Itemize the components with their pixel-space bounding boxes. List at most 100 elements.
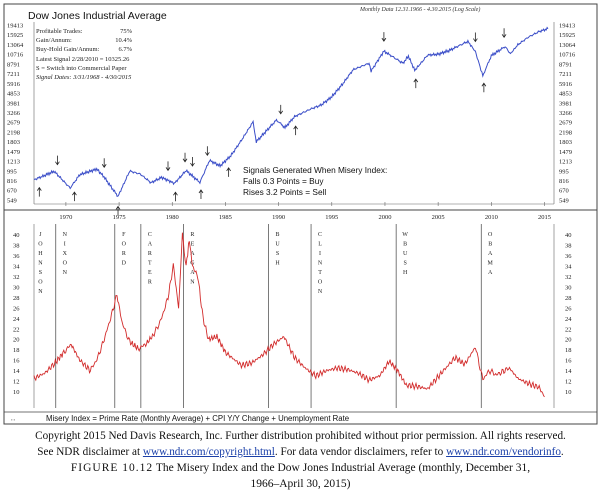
djia-y-tick-right: 5916 [559, 81, 573, 88]
stat-signal-dates: Signal Dates: 3/31/1968 - 4/30/2015 [36, 74, 132, 81]
sell-arrow [190, 157, 195, 167]
president-letter: D [122, 261, 127, 267]
president-letter: F [122, 232, 126, 238]
misery-y-tick-left: 24 [13, 316, 20, 323]
president-letter: X [63, 251, 68, 257]
stat-gain-label: Gain/Annum: [36, 37, 72, 44]
year-tick-label: 2010 [485, 214, 498, 221]
president-letter: T [318, 270, 322, 276]
president-letter: J [39, 232, 42, 238]
djia-y-tick-right: 4853 [559, 91, 572, 98]
president-letter: N [318, 289, 323, 295]
president-letter: O [38, 280, 43, 286]
disclaimer-text: See NDR disclaimer at www.ndr.com/copyri… [0, 446, 601, 458]
djia-y-tick-left: 8791 [7, 61, 20, 68]
president-letter: U [403, 251, 408, 257]
scale-note: Monthly Data 12.31.1966 - 4.30.2015 (Log… [359, 6, 480, 13]
legend-key: ▪▫▪ [11, 417, 16, 422]
president-letter: H [403, 270, 408, 276]
buy-arrow [173, 191, 178, 202]
djia-y-axis-left: 19413 15925 13064 10716 8791 7211 5916 4853 3981… [7, 22, 35, 205]
president-letter: C [148, 232, 152, 238]
president-letter: B [488, 242, 492, 248]
disclaimer-end: . [560, 446, 564, 458]
buy-arrow [115, 205, 121, 216]
buy-arrow [481, 82, 487, 93]
djia-y-tick-left: 2679 [7, 120, 20, 127]
djia-y-tick-right: 549 [559, 198, 569, 205]
year-tick-label: 1990 [272, 214, 285, 221]
djia-line [33, 26, 549, 198]
president-letter: O [63, 261, 68, 267]
buy-arrow [198, 189, 204, 200]
sell-arrow [278, 104, 284, 115]
djia-y-tick-left: 5916 [7, 81, 21, 88]
vendor-link[interactable]: www.ndr.com/vendorinfo [446, 446, 561, 458]
president-letter: A [488, 251, 493, 257]
djia-y-tick-right: 3266 [559, 110, 573, 117]
disclaimer-pre: See NDR disclaimer at [37, 446, 143, 458]
president-letter: N [190, 280, 195, 286]
president-letter: S [39, 270, 42, 276]
president-letter: A [190, 270, 195, 276]
misery-y-tick-left: 18 [13, 347, 20, 354]
president-letter: R [122, 251, 126, 257]
djia-y-tick-left: 1803 [7, 139, 20, 146]
president-letter: T [148, 261, 152, 267]
djia-y-tick-right: 19413 [559, 23, 575, 30]
misery-y-tick-right: 32 [565, 274, 572, 281]
buy-arrow [413, 78, 419, 89]
misery-y-tick-left: 28 [13, 295, 20, 302]
djia-y-tick-left: 670 [7, 188, 17, 195]
misery-y-axis-right: 40 38 36 34 32 30 28 26 24 22 20 18 16 14 12 10 [553, 224, 572, 408]
year-tick-label: 1970 [59, 214, 72, 221]
sell-arrow [205, 146, 210, 157]
president-letter: C [318, 232, 322, 238]
buy-rule: Falls 0.3 Points = Buy [243, 176, 324, 186]
sell-arrow [165, 161, 171, 172]
stat-latest-signal: Latest Signal 2/28/2010 = 10325.26 [36, 56, 130, 63]
president-letter: O [318, 280, 323, 286]
djia-y-tick-left: 13064 [7, 42, 24, 49]
djia-y-tick-right: 1479 [559, 149, 572, 156]
president-letter: W [402, 232, 408, 238]
year-axis: 1970 1975 1980 1985 1990 1995 2000 2005 2010 2015 [34, 202, 554, 221]
copyright-link[interactable]: www.ndr.com/copyright.html [142, 446, 275, 458]
year-tick-label: 2005 [432, 214, 445, 221]
buy-arrow [226, 167, 231, 177]
president-letter: M [488, 261, 494, 267]
president-letter: N [318, 261, 323, 267]
figure-dates: 1966–April 30, 2015) [250, 478, 351, 490]
djia-y-tick-left: 549 [7, 198, 17, 205]
djia-y-tick-right: 15925 [559, 32, 575, 39]
djia-y-tick-right: 13064 [559, 42, 576, 49]
djia-y-tick-left: 4853 [7, 91, 20, 98]
year-tick-label: 1975 [113, 214, 126, 221]
djia-y-tick-left: 19413 [7, 23, 23, 30]
figure-caption: FIGURE 10.12 The Misery Index and the Do… [0, 462, 601, 474]
misery-y-tick-right: 10 [565, 389, 572, 396]
misery-y-tick-left: 26 [13, 305, 20, 312]
president-letter: A [190, 251, 195, 257]
president-letter: O [122, 242, 127, 248]
stat-buyhold-value: 6.7% [118, 46, 132, 53]
djia-y-tick-left: 816 [7, 178, 18, 185]
president-letter: I [64, 242, 66, 248]
president-letter: A [488, 270, 493, 276]
djia-y-tick-left: 7211 [7, 71, 20, 78]
djia-y-tick-right: 1803 [559, 139, 572, 146]
misery-y-tick-right: 18 [565, 347, 572, 354]
misery-y-tick-right: 30 [565, 284, 572, 291]
djia-y-tick-right: 816 [559, 178, 570, 185]
president-letter: B [403, 242, 407, 248]
disclaimer-mid: . For data vendor disclaimers, refer to [274, 446, 447, 458]
president-letter: O [38, 242, 43, 248]
sell-arrow [55, 155, 60, 166]
stat-switch-note: S = Switch into Commercial Paper [36, 65, 127, 72]
figure-title: The Misery Index and the Dow Jones Indus… [155, 462, 531, 474]
misery-y-tick-left: 34 [13, 264, 20, 271]
president-letter: H [275, 261, 280, 267]
president-letter: N [38, 261, 43, 267]
djia-y-tick-left: 3266 [7, 110, 21, 117]
